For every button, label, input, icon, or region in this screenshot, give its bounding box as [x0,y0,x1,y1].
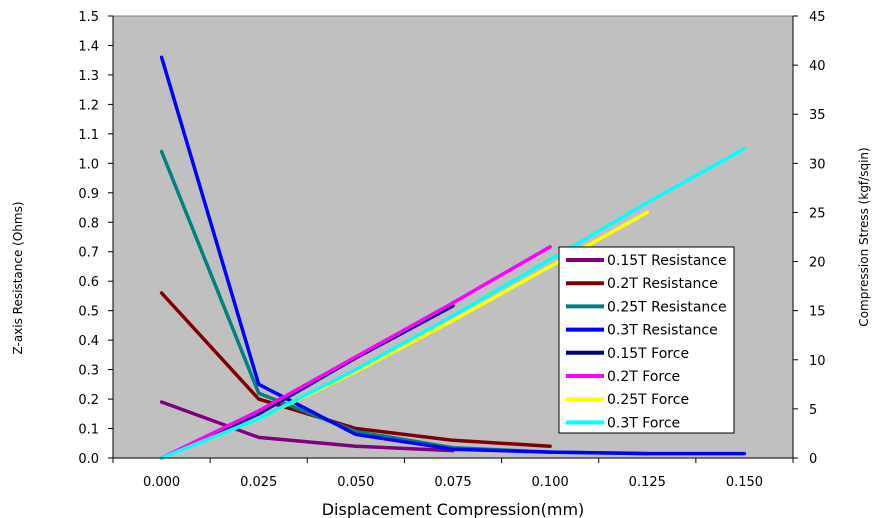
left-tick-label: 0.7 [78,246,99,261]
right-tick-label: 0 [809,452,817,467]
left-tick-label: 1.2 [78,98,99,113]
series-line-0 [159,400,455,453]
x-tick-label: 0.150 [726,475,763,490]
left-tick-label: 0.2 [78,393,99,408]
legend-label: 0.15T Force [607,346,689,362]
left-tick-label: 1.0 [78,157,99,172]
left-tick-label: 0.6 [78,275,99,290]
legend-label: 0.15T Resistance [607,253,727,269]
x-tick-label: 0.050 [337,475,374,490]
x-tick-label: 0.000 [143,475,180,490]
left-tick-label: 1.1 [78,128,99,143]
right-tick-label: 20 [809,256,826,271]
series-line-5 [159,245,552,460]
left-tick-label: 1.4 [78,39,99,54]
legend-label: 0.25T Force [607,392,689,408]
left-tick-label: 0.3 [78,364,99,379]
left-tick-label: 0.8 [78,216,99,231]
right-tick-label: 40 [809,59,826,74]
left-tick-label: 1.5 [78,10,99,25]
right-axis-title: Compression Stress (kgf/sqin) [857,147,871,326]
legend: 0.15T Resistance 0.2T Resistance 0.25T Res… [558,246,735,434]
x-axis: 0.000 0.025 0.050 0.075 0.100 0.125 0.150 [112,457,794,490]
x-tick-label: 0.075 [434,475,471,490]
left-axis: 0.0 0.1 0.2 0.3 0.4 0.5 0.6 0.7 0.8 0.9 1.0 1.1 1.2 1… [78,10,114,467]
x-tick-label: 0.025 [240,475,277,490]
left-tick-label: 0.9 [78,187,99,202]
right-axis: 0 5 10 15 20 25 30 35 40 45 [792,10,826,467]
left-tick-label: 0.0 [78,452,99,467]
legend-label: 0.25T Resistance [607,299,727,315]
legend-label: 0.2T Force [607,369,680,385]
right-tick-label: 30 [809,157,826,172]
left-tick-label: 0.4 [78,334,99,349]
series-line-3 [159,55,747,456]
legend-label: 0.3T Resistance [607,323,718,339]
x-tick-label: 0.125 [629,475,666,490]
legend-label: 0.2T Resistance [607,276,718,292]
left-axis-title: Z-axis Resistance (Ohms) [11,201,25,354]
right-tick-label: 10 [809,354,826,369]
legend-box [558,246,735,434]
series-line-7 [159,146,747,460]
right-tick-label: 5 [809,403,817,418]
right-tick-label: 45 [809,10,826,25]
legend-label: 0.3T Force [607,415,680,431]
left-tick-label: 0.5 [78,305,99,320]
right-tick-label: 35 [809,108,826,123]
x-tick-label: 0.100 [532,475,569,490]
right-tick-label: 25 [809,206,826,221]
left-tick-label: 0.1 [78,423,99,438]
left-tick-label: 1.3 [78,69,99,84]
right-tick-label: 15 [809,305,826,320]
series-line-1 [159,291,552,448]
x-axis-title: Displacement Compression(mm) [322,500,585,518]
